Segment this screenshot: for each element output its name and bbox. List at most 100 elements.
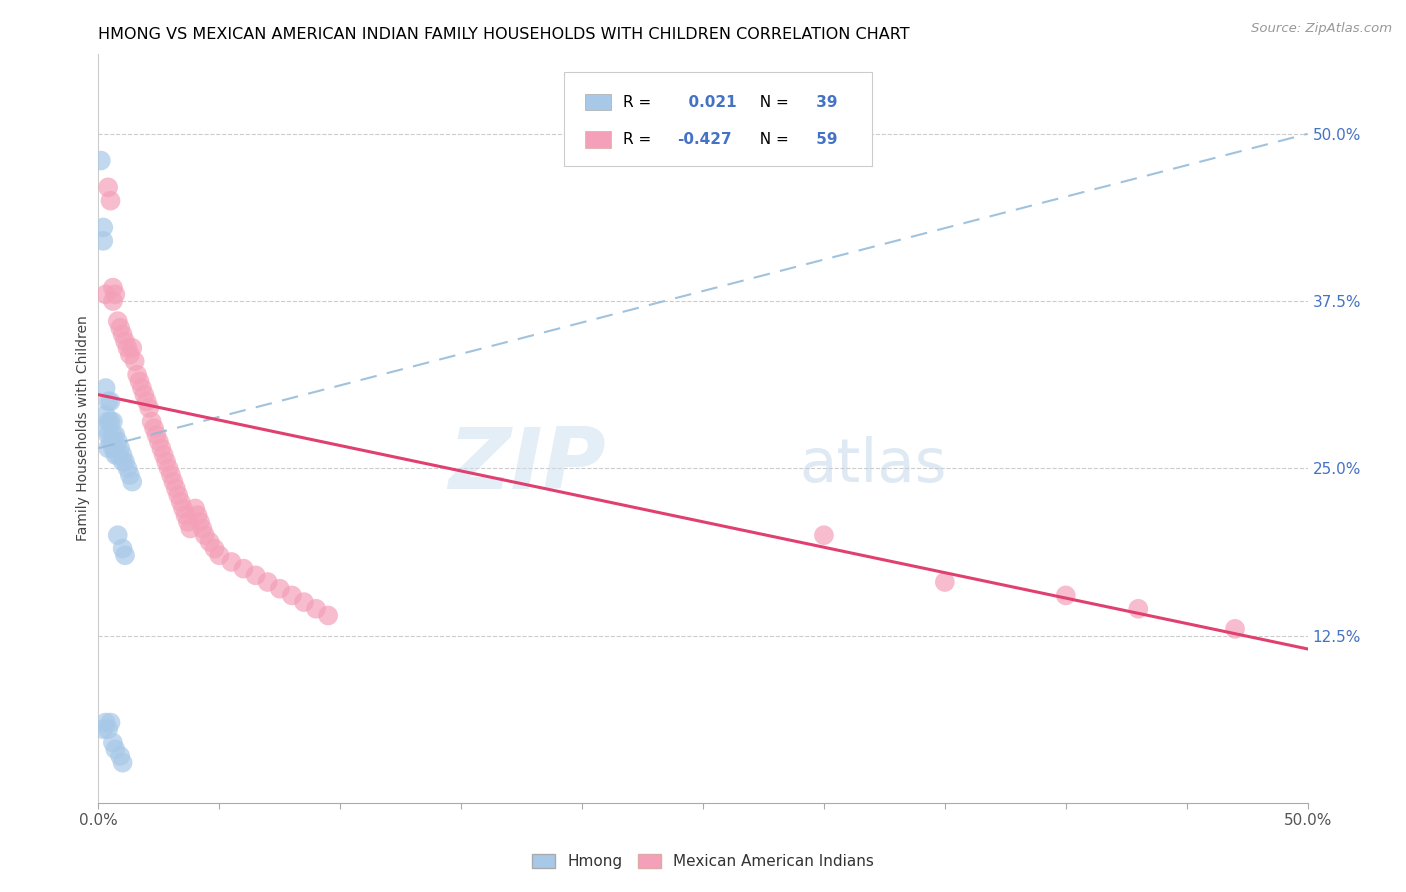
Point xyxy=(101,294,124,309)
Point xyxy=(104,448,127,462)
Point xyxy=(184,501,207,516)
Point xyxy=(1223,622,1246,636)
Point xyxy=(101,281,124,295)
Point xyxy=(117,341,139,355)
FancyBboxPatch shape xyxy=(585,131,612,148)
Point xyxy=(162,475,184,489)
Point xyxy=(221,555,243,569)
Point xyxy=(256,575,278,590)
Point xyxy=(187,508,209,523)
Point xyxy=(90,153,112,168)
Point xyxy=(169,494,191,508)
Point xyxy=(100,194,122,208)
Point xyxy=(160,468,183,483)
Legend: Hmong, Mexican American Indians: Hmong, Mexican American Indians xyxy=(526,847,880,875)
Point xyxy=(108,442,131,456)
Point xyxy=(188,515,211,529)
Point xyxy=(934,575,956,590)
Point xyxy=(94,408,117,422)
Point xyxy=(111,448,134,462)
Point xyxy=(104,287,127,301)
Point xyxy=(165,482,187,496)
Point xyxy=(104,742,127,756)
Point xyxy=(114,548,136,563)
Point xyxy=(97,415,120,429)
Point xyxy=(172,501,194,516)
Point xyxy=(104,442,127,456)
Point xyxy=(1054,589,1077,603)
Point xyxy=(157,461,180,475)
Point xyxy=(107,448,129,462)
Text: HMONG VS MEXICAN AMERICAN INDIAN FAMILY HOUSEHOLDS WITH CHILDREN CORRELATION CHA: HMONG VS MEXICAN AMERICAN INDIAN FAMILY … xyxy=(98,27,910,42)
Point xyxy=(232,562,254,576)
Point xyxy=(127,368,149,382)
Point xyxy=(191,521,214,535)
Text: ZIP: ZIP xyxy=(449,424,606,508)
Point xyxy=(97,180,120,194)
Point xyxy=(101,428,124,442)
Point xyxy=(245,568,267,582)
Text: 59: 59 xyxy=(811,132,837,147)
Point xyxy=(91,723,114,737)
Point xyxy=(101,442,124,456)
Text: Source: ZipAtlas.com: Source: ZipAtlas.com xyxy=(1251,22,1392,36)
Point xyxy=(167,488,190,502)
Point xyxy=(118,468,141,483)
Point xyxy=(281,589,304,603)
Point xyxy=(97,394,120,409)
Point xyxy=(111,756,134,770)
Point xyxy=(108,749,131,764)
Point xyxy=(100,434,122,449)
Point xyxy=(305,602,328,616)
Point xyxy=(94,421,117,435)
Point xyxy=(128,375,150,389)
Point xyxy=(104,428,127,442)
Text: -0.427: -0.427 xyxy=(678,132,733,147)
Point xyxy=(91,220,114,235)
FancyBboxPatch shape xyxy=(585,94,612,111)
Text: R =: R = xyxy=(623,95,651,110)
Point xyxy=(100,415,122,429)
Point xyxy=(152,448,174,462)
Point xyxy=(138,401,160,416)
Point xyxy=(114,334,136,349)
Y-axis label: Family Households with Children: Family Households with Children xyxy=(76,315,90,541)
Point xyxy=(97,442,120,456)
Point xyxy=(150,442,173,456)
Point xyxy=(117,461,139,475)
Point xyxy=(100,394,122,409)
Point xyxy=(208,548,231,563)
Point xyxy=(111,541,134,556)
Point xyxy=(100,715,122,730)
Point xyxy=(121,475,143,489)
Point xyxy=(155,455,177,469)
Text: 39: 39 xyxy=(811,95,837,110)
Point xyxy=(179,521,201,535)
Point xyxy=(292,595,315,609)
Point xyxy=(198,535,221,549)
Point xyxy=(97,428,120,442)
Point xyxy=(204,541,226,556)
Point xyxy=(91,234,114,248)
Point xyxy=(111,327,134,342)
Point xyxy=(269,582,291,596)
Point xyxy=(135,394,157,409)
Point xyxy=(194,528,217,542)
Text: 0.021: 0.021 xyxy=(678,95,737,110)
Point xyxy=(118,348,141,362)
Text: N =: N = xyxy=(751,132,789,147)
Point xyxy=(813,528,835,542)
Point xyxy=(121,341,143,355)
Point xyxy=(174,508,197,523)
Text: R =: R = xyxy=(623,132,651,147)
Point xyxy=(316,608,339,623)
Point xyxy=(148,434,170,449)
Point xyxy=(177,515,200,529)
Point xyxy=(107,314,129,328)
Point xyxy=(101,735,124,749)
Point xyxy=(131,381,153,395)
Point xyxy=(141,415,163,429)
FancyBboxPatch shape xyxy=(564,72,872,166)
Point xyxy=(97,723,120,737)
Point xyxy=(111,455,134,469)
